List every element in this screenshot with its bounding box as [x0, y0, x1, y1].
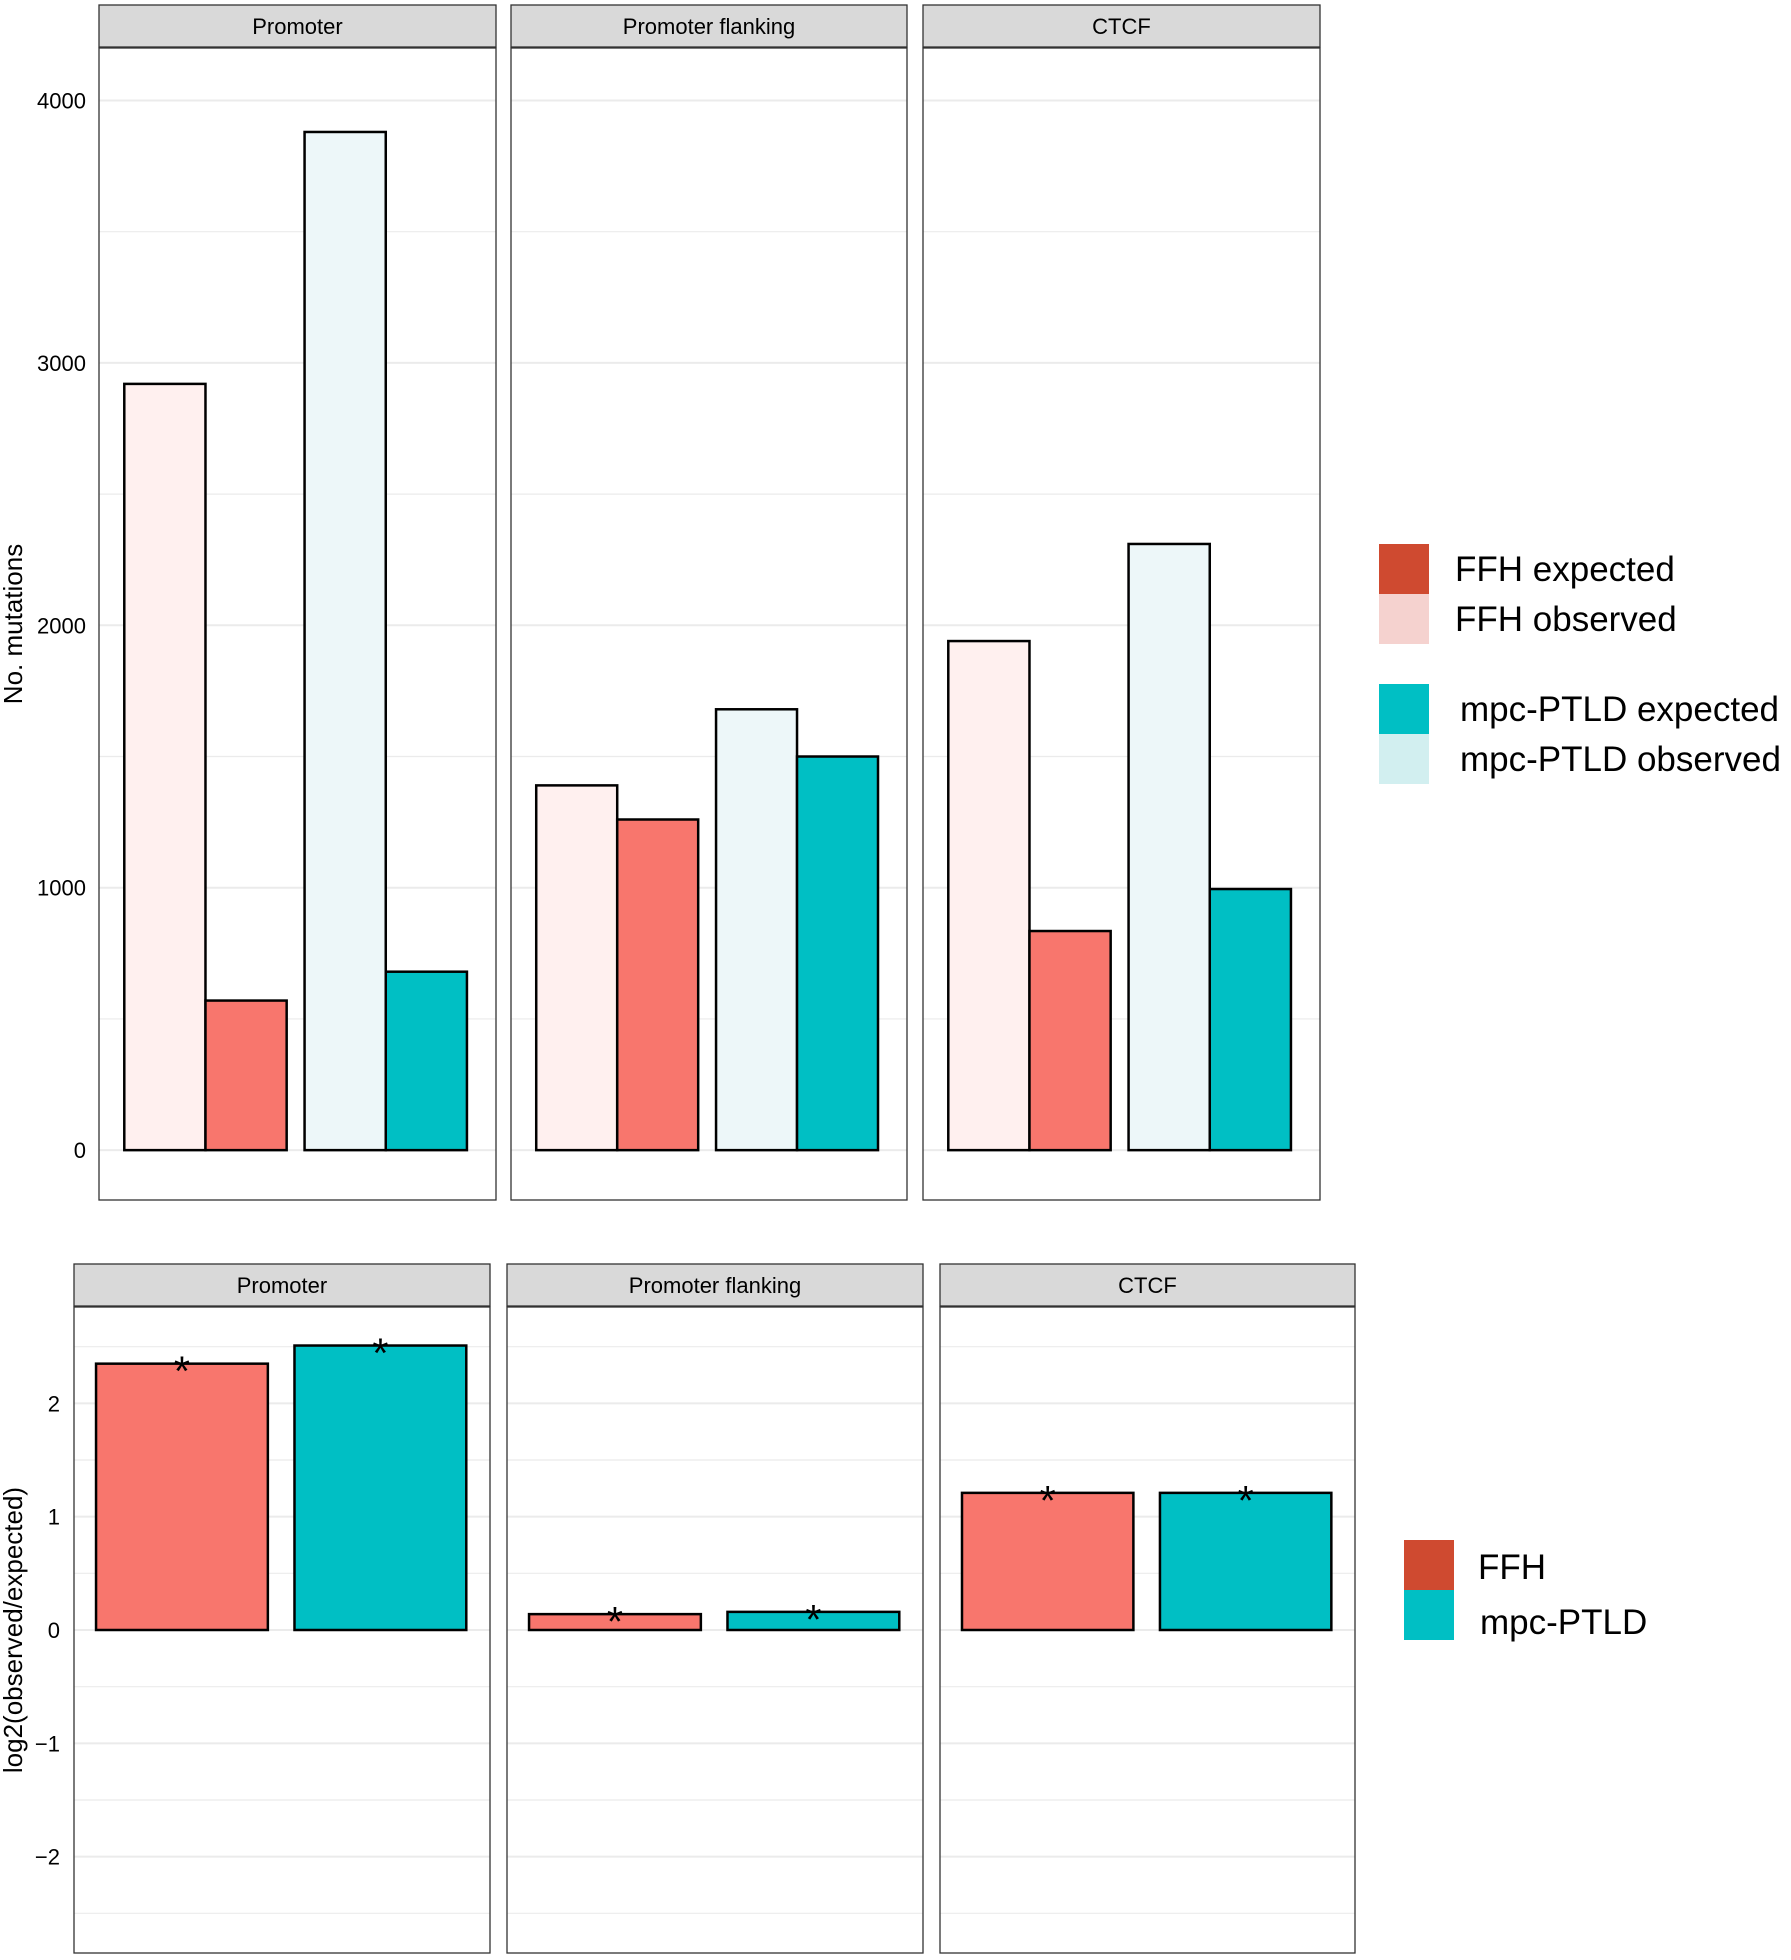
- bottom-y-tick-label: 1: [48, 1505, 60, 1530]
- bar-mpc-ptld-ratio-1: [726, 1610, 901, 1632]
- bar-ffh-ratio-1: [527, 1612, 703, 1632]
- bottom-legend: FFH mpc-PTLD: [1404, 1540, 1647, 1642]
- bottom-y-tick-label: 2: [48, 1391, 60, 1416]
- bar-ffh-expected-0: [204, 999, 288, 1152]
- top-facet-2: CTCF: [922, 4, 1321, 1201]
- significance-asterisk: *: [1237, 1477, 1253, 1524]
- top-facet-0: Promoter: [98, 4, 497, 1201]
- top-strip-label: Promoter flanking: [623, 14, 795, 39]
- bar-ffh-ratio-2: [960, 1491, 1135, 1632]
- legend-key-ffh-expected: [1379, 544, 1429, 594]
- significance-asterisk: *: [372, 1330, 388, 1377]
- top-facet-1: Promoter flanking: [510, 4, 908, 1201]
- top-strip-label: CTCF: [1092, 14, 1151, 39]
- top-panel-border: [510, 47, 908, 1201]
- legend-key-ffh: [1404, 1540, 1454, 1590]
- legend-label: mpc-PTLD observed: [1460, 740, 1781, 779]
- bar-ffh-ratio-0: [94, 1362, 270, 1632]
- top-y-tick-label: 4000: [37, 88, 86, 113]
- bar-ffh-observed-2: [947, 639, 1031, 1152]
- top-strip: [510, 4, 908, 48]
- bottom-y-axis-title: log2(observed/expected): [0, 1487, 28, 1773]
- legend-label: FFH: [1478, 1548, 1546, 1587]
- bottom-strip-label: Promoter flanking: [629, 1273, 801, 1298]
- bar-ffh-observed-1: [534, 784, 619, 1152]
- top-strip-label: Promoter: [252, 14, 342, 39]
- bar-mpc-ptld-observed-2: [1127, 542, 1212, 1152]
- top-y-tick-label: 1000: [37, 876, 86, 901]
- bottom-strip: [939, 1263, 1356, 1307]
- top-y-tick-label: 3000: [37, 351, 86, 376]
- bottom-panel-border: [506, 1306, 924, 1954]
- bottom-panel-border: [939, 1306, 1356, 1954]
- bottom-facet-0: Promoter * *: [73, 1263, 491, 1954]
- legend-label: mpc-PTLD: [1480, 1603, 1647, 1642]
- top-panel-border: [98, 47, 497, 1201]
- bar-mpc-ptld-observed-0: [303, 130, 388, 1152]
- bottom-strip-label: Promoter: [237, 1273, 327, 1298]
- top-legend: FFH expected FFH observed mpc-PTLD expecte…: [1379, 544, 1781, 784]
- top-y-tick-label: 0: [74, 1138, 86, 1163]
- significance-asterisk: *: [607, 1598, 623, 1645]
- bar-mpc-ptld-ratio-0: [293, 1344, 468, 1632]
- legend-key-mpc-ptld-expected: [1379, 684, 1429, 734]
- bottom-y-tick-label: −2: [35, 1845, 60, 1870]
- bar-mpc-ptld-expected-0: [384, 970, 469, 1152]
- legend-key-mpc-ptld-observed: [1379, 734, 1429, 784]
- bottom-strip: [506, 1263, 924, 1307]
- legend-label: FFH observed: [1455, 600, 1677, 639]
- bottom-strip-label: CTCF: [1118, 1273, 1177, 1298]
- top-strip: [98, 4, 497, 48]
- top-y-tick-label: 2000: [37, 613, 86, 638]
- bottom-panel-border: [73, 1306, 491, 1954]
- legend-key-mpc-ptld: [1404, 1590, 1454, 1640]
- bottom-y-tick-label: 0: [48, 1618, 60, 1643]
- bar-ffh-expected-2: [1028, 929, 1112, 1152]
- bottom-y-tick-label: −1: [35, 1731, 60, 1756]
- significance-asterisk: *: [174, 1348, 190, 1395]
- significance-asterisk: *: [805, 1596, 821, 1643]
- bottom-facet-2: CTCF * *: [939, 1263, 1356, 1954]
- significance-asterisk: *: [1040, 1477, 1056, 1524]
- bar-ffh-expected-1: [615, 818, 700, 1152]
- bar-mpc-ptld-expected-1: [795, 755, 880, 1152]
- legend-label: FFH expected: [1455, 550, 1675, 589]
- bar-mpc-ptld-expected-2: [1208, 887, 1293, 1152]
- bar-ffh-observed-0: [123, 382, 207, 1152]
- legend-label: mpc-PTLD expected: [1460, 690, 1779, 729]
- bar-mpc-ptld-ratio-2: [1158, 1491, 1333, 1632]
- bottom-strip: [73, 1263, 491, 1307]
- top-y-axis-title: No. mutations: [0, 544, 28, 704]
- top-strip: [922, 4, 1321, 48]
- bottom-facet-1: Promoter flanking * *: [506, 1263, 924, 1954]
- legend-key-ffh-observed: [1379, 594, 1429, 644]
- top-panel-border: [922, 47, 1321, 1201]
- bar-mpc-ptld-observed-1: [714, 708, 799, 1152]
